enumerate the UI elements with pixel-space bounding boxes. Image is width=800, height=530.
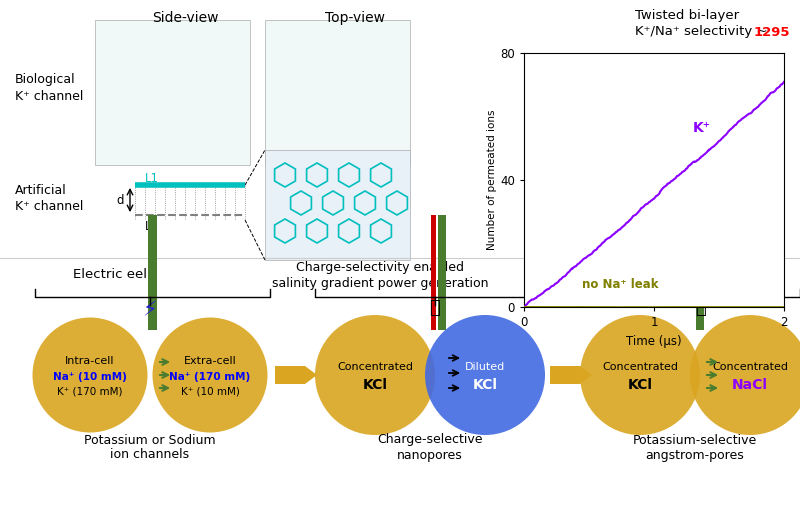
Bar	[431, 215, 436, 330]
Ellipse shape	[33, 317, 147, 432]
Text: K⁺ channel: K⁺ channel	[15, 91, 83, 103]
Text: ⚡: ⚡	[142, 300, 158, 320]
Bar	[696, 215, 704, 330]
Ellipse shape	[315, 315, 435, 435]
Text: Charge-selectivity enabled: Charge-selectivity enabled	[296, 261, 464, 275]
Text: Diluted: Diluted	[465, 362, 505, 372]
Text: d: d	[117, 193, 124, 207]
Y-axis label: Number of permeated ions: Number of permeated ions	[487, 110, 498, 251]
Text: K⁺ (170 mM): K⁺ (170 mM)	[58, 387, 122, 397]
Text: Artificial: Artificial	[15, 183, 66, 197]
FancyBboxPatch shape	[95, 20, 250, 165]
Text: 💡: 💡	[430, 299, 440, 317]
Text: Na⁺ (10 mM): Na⁺ (10 mM)	[53, 372, 127, 382]
Text: 💡: 💡	[694, 299, 706, 317]
Text: osmotic power generation: osmotic power generation	[563, 277, 727, 289]
Text: ion channels: ion channels	[110, 448, 190, 462]
Bar	[148, 215, 157, 330]
Text: K⁺/Na⁺ selectivity ~: K⁺/Na⁺ selectivity ~	[635, 25, 768, 39]
Text: Intra-cell: Intra-cell	[66, 356, 114, 366]
Ellipse shape	[153, 317, 267, 432]
Text: Potassium-selective: Potassium-selective	[633, 434, 757, 446]
Text: angstrom-pores: angstrom-pores	[646, 448, 744, 462]
Text: Concentrated: Concentrated	[602, 362, 678, 372]
FancyBboxPatch shape	[265, 150, 410, 260]
Text: Concentrated: Concentrated	[337, 362, 413, 372]
Text: Side-view: Side-view	[152, 11, 218, 25]
Text: no Na⁺ leak: no Na⁺ leak	[582, 278, 659, 292]
Ellipse shape	[690, 315, 800, 435]
Text: Na⁺/K⁺-selectivity enabled: Na⁺/K⁺-selectivity enabled	[562, 261, 728, 275]
Ellipse shape	[580, 315, 700, 435]
Text: Electric eel: Electric eel	[73, 269, 147, 281]
Text: KCl: KCl	[473, 378, 498, 392]
Text: Charge-selective: Charge-selective	[378, 434, 482, 446]
Text: Biological: Biological	[15, 74, 76, 86]
Text: K⁺: K⁺	[693, 121, 711, 136]
FancyBboxPatch shape	[265, 20, 410, 165]
Text: K⁺ (10 mM): K⁺ (10 mM)	[181, 387, 239, 397]
Text: KCl: KCl	[362, 378, 387, 392]
FancyArrow shape	[275, 366, 317, 384]
Bar	[438, 215, 446, 330]
Text: K⁺ channel: K⁺ channel	[15, 200, 83, 214]
Text: KCl: KCl	[627, 378, 653, 392]
Text: Twisted bi-layer: Twisted bi-layer	[635, 8, 739, 22]
Text: NaCl: NaCl	[732, 378, 768, 392]
Text: Extra-cell: Extra-cell	[184, 356, 236, 366]
Text: Na⁺ (170 mM): Na⁺ (170 mM)	[170, 372, 250, 382]
Text: Concentrated: Concentrated	[712, 362, 788, 372]
X-axis label: Time (μs): Time (μs)	[626, 335, 682, 348]
Text: L2: L2	[145, 220, 159, 234]
Text: Top-view: Top-view	[325, 11, 385, 25]
Text: salinity gradient power generation: salinity gradient power generation	[272, 277, 488, 289]
FancyArrow shape	[550, 366, 592, 384]
Ellipse shape	[425, 315, 545, 435]
Text: L1: L1	[145, 172, 159, 184]
Text: nanopores: nanopores	[397, 448, 463, 462]
Text: 1295: 1295	[754, 25, 790, 39]
Text: Potassium or Sodium: Potassium or Sodium	[84, 434, 216, 446]
